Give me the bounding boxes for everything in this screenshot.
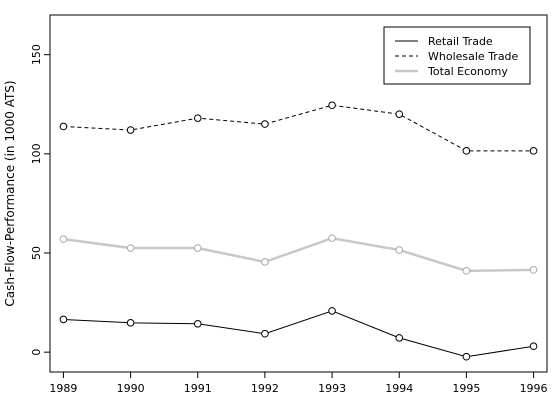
data-point-retail-trade xyxy=(126,319,135,327)
data-point-retail-trade xyxy=(395,334,404,342)
data-point-wholesale-trade xyxy=(529,147,538,155)
legend-label-total-economy: Total Economy xyxy=(427,65,508,78)
x-tick-label: 1992 xyxy=(251,382,279,395)
x-axis: 1989 1990 1991 1992 1993 1994 1995 1996 xyxy=(49,371,548,395)
series-line-total-economy xyxy=(63,236,534,273)
legend-label-wholesale-trade: Wholesale Trade xyxy=(428,50,519,63)
data-point-wholesale-trade xyxy=(395,110,404,118)
series-line-retail-trade xyxy=(63,310,534,358)
y-tick-label: 0 xyxy=(30,349,43,356)
y-tick-label: 150 xyxy=(30,44,43,65)
x-tick-label: 1991 xyxy=(184,382,212,395)
data-point-total-economy xyxy=(59,235,68,243)
data-point-total-economy xyxy=(462,267,471,275)
series-total-economy xyxy=(59,234,538,275)
data-point-retail-trade xyxy=(193,320,202,328)
series-wholesale-trade xyxy=(59,101,538,155)
x-tick-label: 1990 xyxy=(117,382,145,395)
data-point-wholesale-trade xyxy=(193,114,202,122)
y-tick-label: 100 xyxy=(30,143,43,164)
data-point-retail-trade xyxy=(59,315,68,324)
y-axis: 0 50 100 150 xyxy=(30,44,51,356)
x-tick-label: 1995 xyxy=(452,382,480,395)
series-retail-trade xyxy=(59,307,538,361)
legend: Retail Trade Wholesale Trade Total Econo… xyxy=(383,26,531,85)
series-line-wholesale-trade xyxy=(63,104,534,152)
data-point-retail-trade xyxy=(328,307,336,315)
data-point-retail-trade xyxy=(261,329,269,338)
y-axis-label: Cash-Flow-Performance (in 1000 ATS) xyxy=(3,80,17,306)
data-point-wholesale-trade xyxy=(59,122,68,131)
x-tick-label: 1993 xyxy=(318,382,346,395)
x-tick-label: 1996 xyxy=(520,382,548,395)
x-tick-label: 1994 xyxy=(385,382,413,395)
data-point-wholesale-trade xyxy=(126,126,135,134)
data-point-total-economy xyxy=(126,244,135,252)
data-point-total-economy xyxy=(193,244,202,252)
legend-label-retail-trade: Retail Trade xyxy=(428,35,493,48)
data-point-wholesale-trade xyxy=(261,120,269,128)
data-point-wholesale-trade xyxy=(328,101,336,110)
data-point-total-economy xyxy=(328,234,336,242)
data-point-total-economy xyxy=(261,258,269,266)
data-point-total-economy xyxy=(529,266,538,274)
data-point-retail-trade xyxy=(462,352,471,361)
x-tick-label: 1989 xyxy=(49,382,77,395)
data-point-total-economy xyxy=(395,246,404,254)
series-layer xyxy=(59,101,538,361)
data-point-wholesale-trade xyxy=(462,147,471,155)
y-tick-label: 50 xyxy=(30,246,43,260)
data-point-retail-trade xyxy=(529,342,538,351)
legend-box xyxy=(383,26,531,85)
